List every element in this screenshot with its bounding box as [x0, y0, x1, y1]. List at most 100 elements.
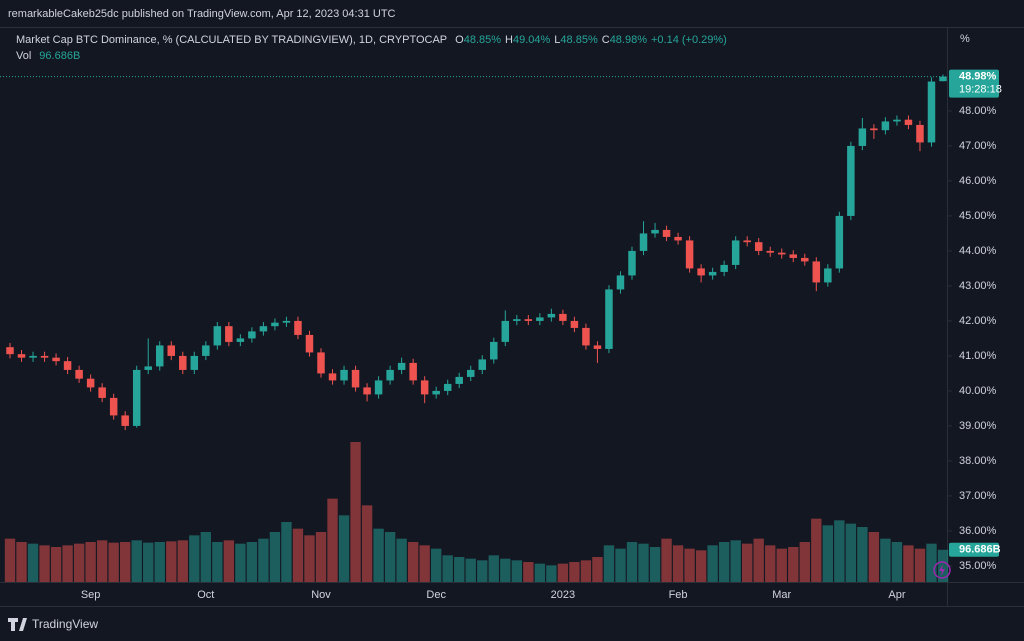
volume-bar: [926, 543, 937, 582]
candle-body: [824, 268, 832, 283]
volume-bar: [465, 558, 476, 582]
candle-body: [155, 345, 164, 367]
y-tick-label: 41.00%: [959, 350, 997, 362]
candle-body: [513, 319, 521, 321]
footer-logo[interactable]: TradingView: [8, 617, 98, 631]
candle-body: [29, 355, 37, 358]
volume-bar: [776, 548, 787, 582]
candle-body: [927, 81, 936, 143]
candle-body: [478, 359, 487, 370]
volume-bar: [223, 540, 235, 582]
candle-body: [75, 369, 83, 379]
volume-bar: [96, 540, 108, 582]
volume-bar: [765, 545, 776, 582]
publisher-line: remarkableCakeb25dc published on Trading…: [8, 8, 396, 20]
candle-body: [766, 250, 774, 253]
legend-value: 48.85%: [464, 34, 502, 46]
volume-bar: [39, 545, 50, 582]
y-tick-label: 46.00%: [959, 175, 997, 187]
candle-body: [179, 355, 187, 370]
volume-bar: [431, 548, 442, 582]
candle-body: [455, 376, 463, 384]
candle-body: [789, 254, 798, 258]
candle-body: [651, 229, 659, 234]
x-tick-label: Mar: [772, 589, 791, 601]
candle-body: [443, 383, 452, 391]
volume-key: Vol: [16, 50, 31, 62]
volume-bar: [557, 563, 569, 582]
volume-bar: [730, 540, 741, 582]
volume-bar: [845, 523, 857, 582]
candle-body: [305, 334, 314, 353]
candle-body: [109, 397, 118, 416]
volume-bar: [615, 548, 626, 582]
volume-bar: [649, 547, 661, 582]
candle-body: [743, 240, 751, 243]
y-tick-label: 39.00%: [959, 420, 997, 432]
volume-bar: [454, 557, 465, 582]
brand: TradingView: [32, 617, 98, 631]
candle-body: [363, 387, 371, 395]
volume-bar: [880, 538, 891, 582]
candle-body: [52, 357, 60, 362]
candle-body: [685, 240, 694, 269]
x-tick-label: 2023: [551, 589, 575, 601]
quick-action[interactable]: [933, 561, 951, 579]
lightning-button[interactable]: [933, 561, 951, 579]
legend-change: +0.14 (+0.29%): [651, 34, 727, 46]
y-tick-label: 35.00%: [959, 560, 997, 572]
volume-bar: [684, 548, 695, 582]
y-tick-label: 36.00%: [959, 525, 997, 537]
candle-body: [777, 252, 786, 255]
volume-bar: [338, 515, 350, 582]
volume-bar: [868, 532, 880, 582]
volume-bar: [811, 518, 822, 582]
candle-body: [697, 268, 705, 276]
volume-bar: [546, 565, 557, 582]
last-volume-box: [949, 542, 999, 557]
y-tick-label: 40.00%: [959, 385, 997, 397]
candle-body: [282, 320, 291, 323]
volume-bar: [523, 562, 534, 582]
volume-bar: [350, 442, 361, 582]
candle-body: [248, 331, 256, 339]
candle-body: [812, 261, 821, 283]
volume-bar: [661, 538, 672, 582]
volume-bar: [419, 545, 430, 582]
volume-bar: [822, 525, 833, 582]
volume-bar: [695, 550, 707, 582]
volume-bar: [189, 535, 200, 582]
volume-bar: [177, 540, 188, 582]
volume-bar: [857, 527, 868, 582]
candle-body: [916, 124, 924, 143]
candle-body: [294, 320, 302, 335]
volume-bar: [27, 543, 39, 582]
volume-bar: [580, 560, 592, 582]
last-price-box: [949, 69, 999, 98]
candle-body: [466, 369, 475, 377]
volume-bar: [85, 542, 96, 582]
candle-body: [63, 361, 72, 370]
candle-body: [409, 362, 417, 381]
volume-bar: [569, 562, 580, 582]
lightning-icon: [939, 564, 945, 576]
candle-body: [835, 215, 844, 269]
legend-value: 48.98%: [610, 34, 648, 46]
candle-body: [225, 326, 233, 342]
y-tick-label: 47.00%: [959, 140, 997, 152]
candle-body: [858, 128, 867, 146]
volume-legend: Vol 96.686B: [16, 50, 80, 62]
volume-bar: [477, 560, 488, 582]
symbol-title: Market Cap BTC Dominance, % (CALCULATED …: [16, 34, 727, 46]
x-tick-label: Nov: [311, 589, 331, 601]
candle-body: [904, 119, 913, 125]
candle-body: [616, 275, 625, 290]
candle-body: [17, 354, 26, 358]
candle-body: [167, 345, 176, 356]
candle-body: [628, 250, 636, 276]
candle-body: [144, 366, 152, 370]
volume-bar: [131, 540, 142, 582]
candle-body: [593, 345, 602, 349]
volume-bar: [235, 543, 246, 582]
candle-body: [6, 347, 14, 355]
